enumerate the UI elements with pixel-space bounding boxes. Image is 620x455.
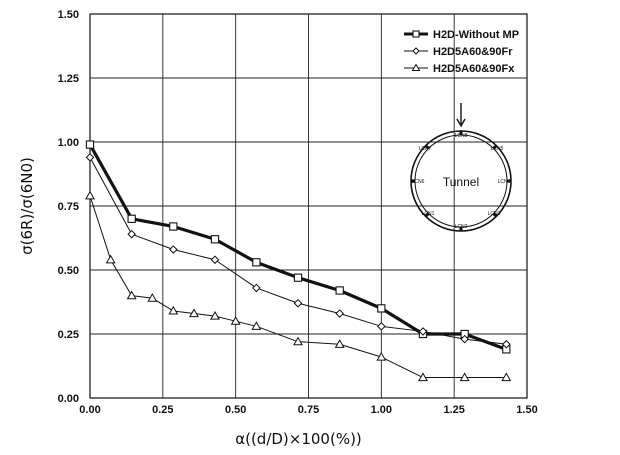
y-axis-label: σ(6R)/σ(6N0) xyxy=(18,157,36,255)
data-point xyxy=(169,222,178,231)
legend-item-1: H2D-Without MP xyxy=(404,29,519,41)
data-point xyxy=(168,305,179,315)
sensor-label: LCN7 xyxy=(419,146,432,152)
data-point xyxy=(376,351,387,361)
data-point xyxy=(127,214,136,223)
data-point xyxy=(252,258,261,267)
x-tick-label: 0.50 xyxy=(225,404,246,416)
data-point xyxy=(502,339,511,349)
y-tick-label: 0.25 xyxy=(58,329,79,341)
data-point xyxy=(293,336,303,346)
data-point xyxy=(230,316,241,325)
sensor-mark xyxy=(492,144,498,150)
sensor-label: LCN8 xyxy=(455,133,468,139)
data-point xyxy=(85,140,95,149)
y-tick-label: 1.25 xyxy=(58,73,79,85)
data-point xyxy=(501,372,512,382)
sensor-mark xyxy=(424,144,430,150)
x-tick-label: 0.25 xyxy=(152,404,173,416)
data-point xyxy=(293,273,303,282)
data-point xyxy=(335,309,344,318)
data-point xyxy=(85,190,95,200)
data-point xyxy=(459,372,470,382)
legend-marker xyxy=(412,30,420,38)
series-1 xyxy=(85,140,511,354)
data-point xyxy=(210,235,220,244)
y-tick-label: 1.00 xyxy=(58,137,79,149)
data-point xyxy=(189,308,199,318)
data-point xyxy=(418,327,428,336)
x-axis-label: α((d/D)×100(%)) xyxy=(235,430,362,448)
y-tick-label: 0.00 xyxy=(58,393,79,405)
data-point xyxy=(169,245,178,254)
legend-item-2: H2D5A60&90Fr xyxy=(404,46,513,58)
tunnel-title: Tunnel xyxy=(443,175,479,189)
data-point xyxy=(105,254,116,264)
data-point xyxy=(147,293,158,302)
data-point xyxy=(377,322,386,331)
x-tick-label: 0.75 xyxy=(298,404,319,416)
legend: H2D-Without MP H2D5A60&90Fr H2D5A60&90Fx xyxy=(404,29,519,75)
data-point xyxy=(126,290,137,300)
data-point xyxy=(460,334,469,344)
data-point xyxy=(252,283,261,293)
y-tick-label: 0.50 xyxy=(58,265,79,277)
sensor-label: LCN5 xyxy=(491,146,504,152)
x-tick-label: 0.00 xyxy=(79,404,100,416)
legend-label-1: H2D-Without MP xyxy=(433,29,519,41)
sensor-labels: LCN8LCN7LCN5LCN6LCN4LCN1LCN3LCN2 xyxy=(411,131,511,231)
data-point xyxy=(210,310,220,320)
y-tick-labels: 0.00 0.25 0.50 0.75 1.00 1.25 1.50 xyxy=(58,9,79,405)
legend-marker xyxy=(412,47,420,55)
x-tick-labels: 0.00 0.25 0.50 0.75 1.00 1.25 1.50 xyxy=(79,404,537,416)
sensor-mark xyxy=(492,212,498,218)
x-tick-label: 1.00 xyxy=(371,404,392,416)
x-tick-label: 1.25 xyxy=(443,404,464,416)
sensor-label: LCN4 xyxy=(498,179,511,185)
data-point xyxy=(418,372,428,382)
x-tick-label: 1.50 xyxy=(516,404,537,416)
data-point xyxy=(293,298,303,308)
sensor-label: LCN6 xyxy=(412,179,425,185)
y-tick-label: 0.75 xyxy=(58,201,79,213)
data-point xyxy=(210,255,220,265)
series-3 xyxy=(85,190,512,382)
legend-label-2: H2D5A60&90Fr xyxy=(433,46,513,58)
series-2 xyxy=(85,153,511,349)
data-point xyxy=(127,229,136,239)
grid-lines xyxy=(90,14,527,398)
data-point xyxy=(251,321,262,330)
series-group xyxy=(85,140,512,382)
data-point xyxy=(85,153,95,162)
y-tick-label: 1.50 xyxy=(58,9,79,21)
sensor-mark xyxy=(424,212,430,218)
plot-frame xyxy=(89,13,528,399)
tunnel-inset: Tunnel LCN8LCN7LCN5LCN6LCN4LCN1LCN3LCN2 xyxy=(410,103,512,232)
legend-item-3: H2D5A60&90Fx xyxy=(404,63,515,75)
legend-label-3: H2D5A60&90Fx xyxy=(433,63,515,75)
load-arrow-icon xyxy=(456,103,466,128)
data-point xyxy=(377,304,386,313)
data-point xyxy=(335,286,344,295)
legend-marker xyxy=(411,63,421,71)
data-point xyxy=(334,339,345,348)
